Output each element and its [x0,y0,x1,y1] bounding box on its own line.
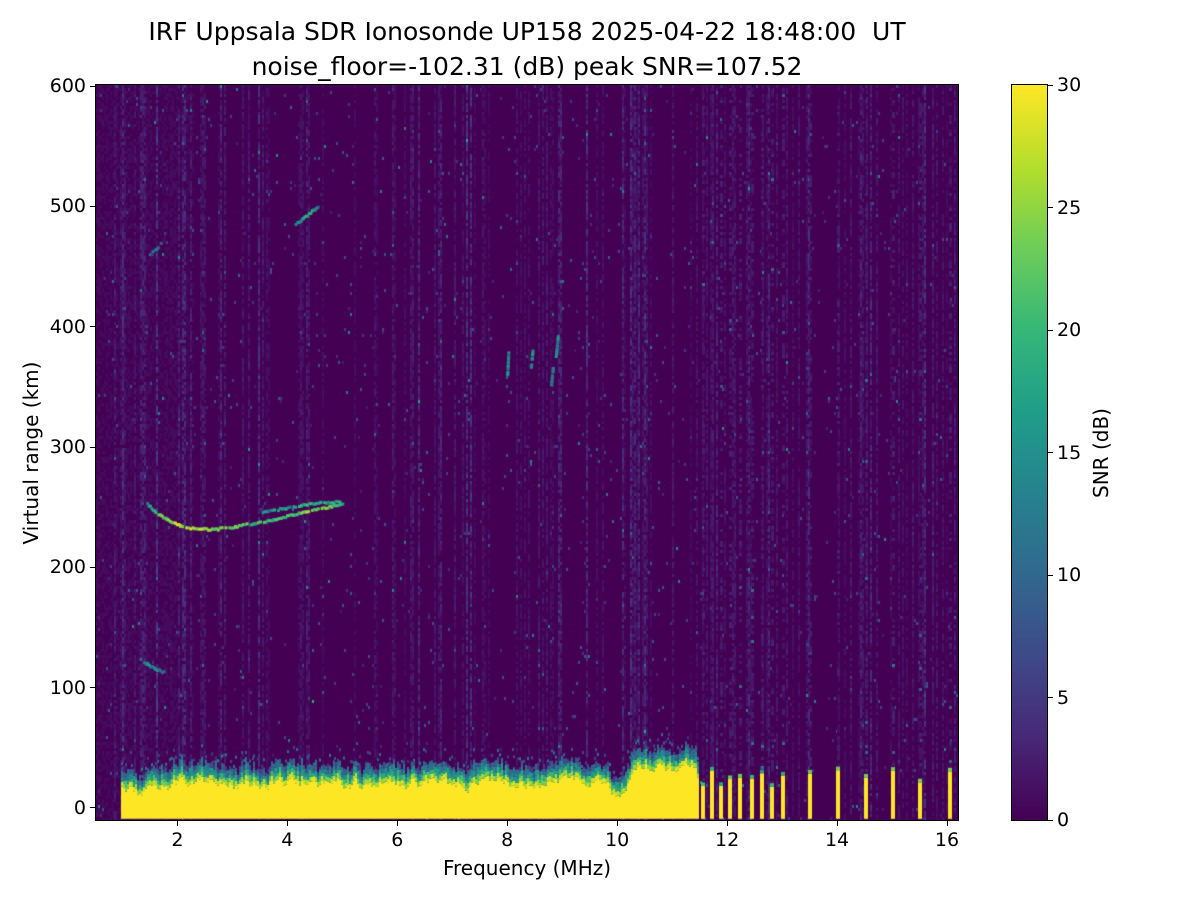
colorbar-tick-mark [1048,452,1053,453]
y-tick-label: 600 [49,75,86,98]
colorbar-label: SNR (dB) [1089,408,1113,498]
x-tick-mark [836,821,838,826]
y-tick-label: 500 [49,195,86,218]
colorbar-tick-mark [1048,574,1053,576]
x-tick-label: 8 [501,829,514,851]
y-tick-label: 400 [49,315,86,338]
x-tick-mark [506,821,508,826]
x-tick-label: 4 [281,829,294,851]
y-tick-mark [90,687,95,689]
x-tick-mark [396,821,398,826]
y-tick-mark [90,566,95,568]
x-tick-label: 6 [391,829,404,851]
colorbar-tick-mark [1048,329,1053,331]
chart-title: IRF Uppsala SDR Ionosonde UP158 2025-04-… [148,17,906,46]
colorbar-tick-label: 30 [1057,74,1082,96]
y-tick-mark [90,446,95,448]
x-axis-label: Frequency (MHz) [442,856,612,880]
y-tick-mark [90,807,95,809]
colorbar-tick-mark [1048,84,1053,86]
y-tick-label: 100 [49,676,86,699]
x-tick-label: 16 [934,829,960,851]
colorbar-tick-label: 20 [1057,319,1082,341]
x-tick-mark [176,821,178,826]
colorbar-tick-mark [1048,697,1053,698]
y-tick-mark [90,205,95,207]
colorbar-tick-mark [1048,819,1053,821]
x-tick-mark [616,821,618,826]
y-tick-mark [90,85,95,87]
y-tick-label: 300 [49,436,86,459]
y-tick-label: 0 [73,796,86,819]
x-tick-mark [286,821,288,826]
colorbar-tick-label: 5 [1057,686,1070,709]
x-tick-label: 2 [171,829,184,851]
x-tick-mark [946,821,948,826]
x-tick-label: 12 [715,829,740,851]
colorbar-gradient-canvas [1012,85,1047,820]
chart-subtitle: noise_floor=-102.31 (dB) peak SNR=107.52 [251,52,803,81]
x-tick-label: 10 [605,829,630,851]
y-tick-label: 200 [49,556,86,579]
colorbar-tick-mark [1048,207,1053,208]
plot-area [95,84,959,821]
colorbar [1011,84,1048,821]
x-tick-label: 14 [824,829,850,851]
ionogram-heatmap-canvas [96,85,958,820]
x-tick-mark [726,821,728,826]
colorbar-tick-label: 0 [1057,809,1070,831]
y-tick-mark [90,326,95,328]
colorbar-tick-label: 15 [1057,441,1082,464]
colorbar-tick-label: 10 [1057,564,1082,586]
colorbar-tick-label: 25 [1057,196,1082,219]
